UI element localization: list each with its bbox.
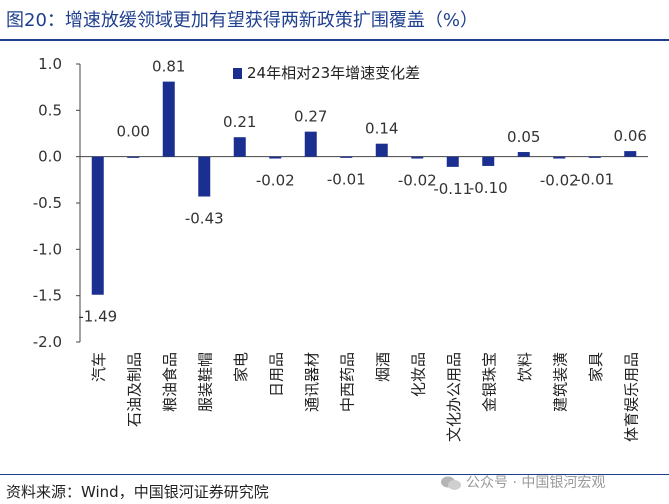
data-label: 0.06 (614, 127, 647, 145)
bar (233, 137, 246, 157)
data-label: -1.49 (78, 308, 117, 326)
data-label: 0.27 (294, 108, 327, 126)
data-label: 0.00 (117, 123, 150, 141)
category-label: 粮油食品 (161, 352, 179, 412)
bar (198, 156, 211, 197)
footer-rule (0, 474, 669, 475)
source-note: 资料来源：Wind，中国银河证券研究院 (6, 483, 269, 501)
data-label: 0.21 (223, 113, 256, 131)
y-tick-label: -2.0 (33, 333, 62, 351)
data-label: -0.02 (540, 172, 579, 190)
bar (553, 156, 566, 159)
category-label: 烟酒 (374, 352, 392, 382)
bar (482, 156, 495, 166)
data-label: 0.14 (365, 120, 398, 138)
category-label: 体育娱乐用品 (622, 352, 640, 442)
watermark: 公众号 · 中国银河宏观 (440, 472, 605, 492)
bar (127, 156, 140, 158)
bar (375, 143, 388, 157)
data-label: -0.02 (256, 172, 295, 190)
category-label: 服装鞋帽 (196, 352, 214, 412)
y-tick-label: -0.5 (33, 194, 62, 212)
data-label: 0.81 (152, 58, 185, 76)
bar-chart: 1.0 0.5 0.0 -0.5 -1.0 -1.5 -2.0 -1.49 汽车 0.00 石油及制… (33, 55, 648, 442)
category-label: 金银珠宝 (480, 352, 498, 412)
title-rule (0, 39, 669, 41)
bar (340, 156, 353, 158)
data-label: -0.02 (398, 172, 437, 190)
bar (91, 156, 104, 295)
data-label: -0.01 (327, 171, 366, 189)
category-label: 化妆品 (409, 352, 427, 397)
y-tick-label: -1.5 (33, 287, 62, 305)
category-label: 家电 (232, 352, 250, 382)
bar (624, 151, 637, 157)
data-label: -0.10 (469, 179, 508, 197)
chart-title: 图20：增速放缓领域更加有望获得两新政策扩围覆盖（%） (6, 10, 479, 31)
data-label: -0.01 (575, 171, 614, 189)
category-label: 通讯器材 (303, 352, 321, 412)
category-label: 建筑装潢 (551, 352, 569, 412)
wechat-icon (441, 476, 461, 490)
bar (588, 156, 601, 158)
bar (411, 156, 424, 159)
legend-swatch (233, 68, 242, 79)
data-label: -0.43 (185, 210, 224, 228)
category-label: 石油及制品 (125, 352, 143, 427)
bar (162, 81, 175, 157)
bar (517, 152, 530, 157)
legend-label: 24年相对23年增速变化差 (247, 64, 420, 82)
bar (304, 131, 317, 157)
watermark-text: 公众号 · 中国银河宏观 (466, 475, 606, 491)
y-tick-label: 0.0 (38, 148, 62, 166)
category-label: 家具 (587, 352, 605, 382)
category-label: 文化办公用品 (445, 352, 463, 442)
bar (446, 156, 459, 167)
y-tick-label: -1.0 (33, 240, 62, 258)
data-label: 0.05 (507, 128, 540, 146)
bar (269, 156, 282, 159)
category-label: 日用品 (267, 352, 285, 397)
y-tick-label: 0.5 (38, 101, 62, 119)
category-label: 汽车 (90, 352, 108, 382)
y-tick-label: 1.0 (38, 55, 62, 73)
category-label: 中西药品 (338, 352, 356, 412)
category-label: 饮料 (516, 352, 534, 382)
data-label: -0.11 (433, 180, 472, 198)
